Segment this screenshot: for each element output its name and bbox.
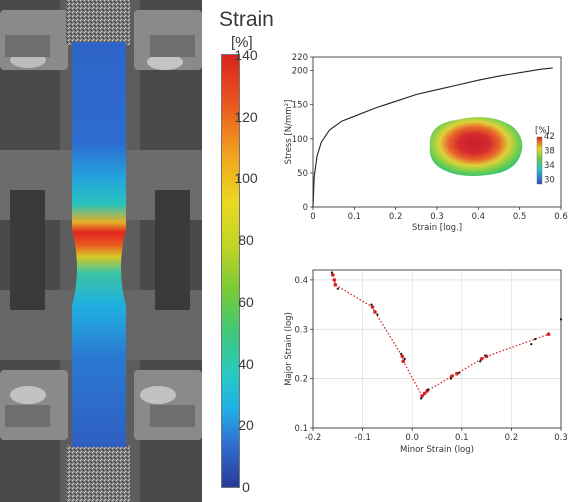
colorbar-title: Strain [219, 8, 274, 31]
black-data-point [400, 352, 403, 356]
strain-colorbar: Strain [%] 140 120 100 80 60 40 20 0 [205, 0, 280, 502]
black-data-point [420, 397, 423, 400]
x-tick-label: 0.6 [554, 212, 568, 222]
x-tick-label: 0.2 [505, 433, 519, 443]
red-data-point [370, 305, 375, 309]
red-data-point [332, 278, 337, 282]
inset-colorbar [536, 136, 543, 185]
inset-colorbar-tick: 34 [544, 161, 555, 171]
black-data-point [336, 287, 339, 290]
y-tick-label: 0.1 [294, 424, 308, 434]
stress-strain-curve [312, 67, 553, 208]
x-tick-label: 0.1 [455, 433, 469, 443]
inset-strain-map: [%]42 38 34 30 [429, 117, 555, 186]
black-data-point [330, 271, 333, 274]
stress-strain-svg: [%]42 38 34 30 0 0.1 0.2 0.3 0.4 0.5 0.6 0 50 100 150 2… [284, 53, 568, 233]
x-tick-label: 0.3 [554, 433, 568, 443]
y-tick-label: 0.4 [294, 276, 308, 286]
stress-strain-chart: [%] 42 38 34 30 0 0.1 0.2 0.3 0.4 0.5 0.6 0 50 100 150 2… [280, 46, 585, 246]
specimen-image [0, 0, 202, 502]
black-data-point [403, 357, 406, 360]
red-data-point [479, 357, 484, 361]
colorbar-gradient [221, 54, 240, 488]
black-data-point [426, 388, 430, 391]
y-tick-label: 100 [292, 135, 308, 145]
plot-frame [312, 269, 562, 429]
inset-colorbar-tick: 30 [544, 176, 555, 186]
black-data-point [370, 303, 373, 306]
x-tick-label: 0.0 [405, 433, 419, 443]
inset-heatmap-shape [429, 117, 523, 176]
y-axis-label: Major Strain (log) [284, 312, 294, 386]
colorbar-tick-label: 0 [242, 479, 250, 495]
red-data-point [331, 273, 335, 277]
y-tick-label: 220 [292, 53, 308, 63]
colorbar-tick-label: 40 [238, 355, 254, 372]
y-tick-label: 50 [297, 169, 308, 179]
x-tick-label: -0.1 [354, 433, 371, 443]
x-tick-label: 0.2 [389, 212, 403, 222]
black-data-point [449, 377, 452, 380]
colorbar-unit: [%] [231, 34, 253, 51]
colorbar-tick-label: 60 [238, 293, 254, 310]
y-tick-label: 0.2 [294, 375, 308, 385]
black-data-point [534, 338, 537, 341]
inset-colorbar-tick: 42 [544, 132, 555, 142]
y-tick-label: 150 [292, 101, 308, 111]
red-data-point [420, 394, 424, 398]
colorbar-tick-label: 80 [238, 232, 254, 249]
colorbar-tick-label: 140 [234, 47, 258, 63]
black-data-point [458, 371, 461, 374]
x-tick-label: 0.4 [472, 212, 486, 222]
red-data-point [450, 374, 454, 378]
specimen-photo [0, 0, 202, 502]
x-tick-label: 0 [310, 212, 315, 222]
black-data-point [530, 342, 533, 346]
red-data-point [546, 332, 551, 336]
y-tick-label: 200 [292, 67, 308, 77]
x-tick-label: 0.1 [348, 212, 362, 222]
colorbar-tick-label: 120 [234, 108, 258, 125]
x-axis-label: Minor Strain (log) [400, 445, 474, 455]
inset-colorbar-tick: 38 [544, 147, 555, 157]
x-tick-label: 0.5 [513, 212, 527, 222]
colorbar-tick-label: 100 [234, 170, 258, 187]
red-data-point [401, 359, 406, 364]
red-data-point [400, 354, 405, 359]
black-data-point [479, 360, 482, 363]
x-axis-label: Strain [log.] [412, 223, 462, 233]
y-tick-label: 0.3 [294, 325, 308, 335]
major-minor-red-path [332, 274, 549, 397]
y-axis-label: Stress [N/mm²] [284, 100, 294, 165]
black-data-point [559, 318, 563, 321]
black-data-point [484, 354, 487, 357]
major-minor-strain-svg: -0.2 -0.1 0.0 0.1 0.2 0.3 0.1 0.2 0.3 0.4 Minor St… [284, 269, 568, 455]
y-tick-label: 0 [303, 203, 308, 213]
red-data-point [373, 310, 377, 314]
colorbar-tick-label: 20 [238, 417, 254, 434]
x-tick-label: -0.2 [305, 433, 322, 443]
black-data-point [376, 313, 379, 316]
red-data-point [422, 391, 427, 396]
x-tick-label: 0.3 [430, 212, 444, 222]
inset-colorbar-unit: [%] [535, 126, 550, 136]
red-data-point [333, 283, 338, 287]
major-minor-strain-chart: -0.2 -0.1 0.0 0.1 0.2 0.3 0.1 0.2 0.3 0.4 Minor St… [280, 262, 585, 462]
red-data-point [455, 371, 459, 376]
